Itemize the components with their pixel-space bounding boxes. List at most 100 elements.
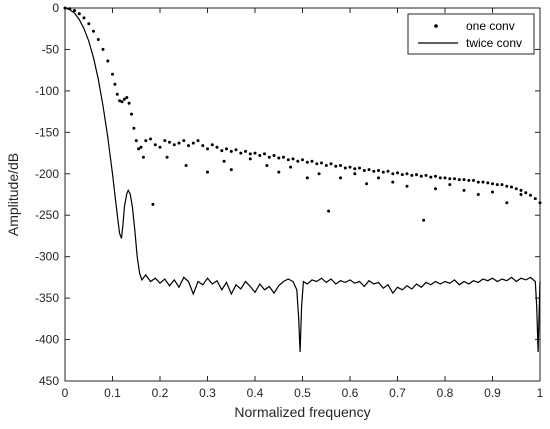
data-point-one-conv: [282, 155, 285, 159]
data-point-one-conv: [505, 184, 509, 188]
x-tick-label: 0.9: [484, 386, 501, 400]
data-point-one-conv: [139, 145, 143, 149]
data-point-one-conv: [538, 201, 542, 205]
data-point-one-conv: [106, 59, 110, 63]
data-point-one-conv: [391, 180, 395, 184]
data-point-one-conv: [301, 158, 304, 162]
data-point-one-conv: [137, 147, 141, 151]
data-point-one-conv: [467, 178, 471, 182]
data-point-one-conv: [358, 166, 361, 170]
data-point-one-conv: [472, 178, 475, 182]
data-point-one-conv: [486, 181, 490, 185]
y-tick-label: -300: [35, 250, 59, 264]
data-point-one-conv: [438, 176, 442, 180]
data-point-one-conv: [229, 149, 233, 153]
data-point-one-conv: [448, 177, 452, 181]
legend: one conv twice conv: [407, 13, 535, 55]
data-point-one-conv: [258, 154, 262, 157]
data-point-one-conv: [462, 178, 466, 182]
legend-label-one-conv: one conv: [466, 19, 515, 33]
data-point-one-conv: [132, 126, 136, 130]
data-point-one-conv: [229, 168, 233, 172]
data-point-one-conv: [172, 143, 176, 147]
data-point-one-conv: [524, 191, 528, 195]
data-point-one-conv: [422, 218, 426, 222]
data-point-one-conv: [462, 188, 466, 192]
x-tick-label: 0.1: [104, 386, 121, 400]
data-point-one-conv: [265, 164, 269, 167]
data-point-one-conv: [168, 140, 171, 144]
series-line-twice-conv: [64, 7, 541, 353]
data-point-one-conv: [405, 172, 409, 176]
data-point-one-conv: [317, 172, 321, 176]
legend-label-twice-conv: twice conv: [466, 36, 522, 50]
data-point-one-conv: [87, 22, 91, 26]
y-tick-label: -100: [35, 84, 59, 98]
data-point-one-conv: [215, 145, 219, 149]
data-point-one-conv: [127, 101, 131, 105]
data-point-one-conv: [73, 9, 76, 12]
y-tick-label: -350: [35, 291, 59, 305]
data-point-one-conv: [277, 156, 281, 160]
data-point-one-conv: [267, 155, 271, 159]
data-point-one-conv: [327, 209, 331, 213]
data-point-one-conv: [96, 38, 100, 41]
data-point-one-conv: [310, 159, 314, 163]
data-point-one-conv: [381, 170, 385, 174]
data-point-one-conv: [248, 157, 252, 161]
x-axis-title: Normalized frequency: [234, 404, 370, 420]
legend-box: [407, 13, 535, 55]
data-point-one-conv: [272, 154, 276, 157]
data-point-one-conv: [191, 141, 195, 145]
data-point-one-conv: [82, 16, 86, 20]
data-point-one-conv: [415, 173, 418, 177]
data-point-one-conv: [481, 180, 485, 184]
data-point-one-conv: [296, 159, 300, 163]
data-point-one-conv: [424, 173, 428, 177]
data-point-one-conv: [177, 141, 181, 145]
data-point-one-conv: [113, 82, 117, 86]
y-axis: 0 -50 -100 -150 -200 -250 -300 -350 -400 450: [35, 1, 540, 388]
data-point-one-conv: [111, 72, 114, 76]
x-axis: 0 0.1 0.2 0.3 0.4 0.5 0.6 0.7 0.8 0.9 1: [62, 8, 544, 400]
data-point-one-conv: [339, 176, 342, 180]
data-point-one-conv: [324, 164, 328, 167]
data-point-one-conv: [196, 139, 200, 143]
y-tick-label: -50: [42, 42, 60, 56]
data-point-one-conv: [443, 176, 447, 180]
data-point-one-conv: [210, 143, 214, 147]
x-tick-label: 0.8: [437, 386, 454, 400]
data-point-one-conv: [367, 168, 371, 172]
data-point-one-conv: [365, 182, 369, 186]
y-tick-label: -250: [35, 208, 59, 222]
data-point-one-conv: [510, 185, 513, 189]
x-tick-label: 0.6: [342, 386, 359, 400]
data-point-one-conv: [448, 183, 452, 187]
x-tick-label: 0: [62, 386, 69, 400]
y-tick-label: -400: [35, 333, 59, 347]
data-point-one-conv: [519, 188, 523, 192]
series-layer: [63, 6, 542, 353]
data-point-one-conv: [495, 183, 499, 187]
data-point-one-conv: [122, 97, 126, 101]
data-point-one-conv: [491, 182, 494, 186]
data-point-one-conv: [248, 152, 252, 156]
data-point-one-conv: [519, 193, 523, 196]
data-point-one-conv: [277, 170, 281, 174]
data-point-one-conv: [149, 137, 152, 141]
y-tick-label: 0: [52, 1, 59, 15]
data-point-one-conv: [315, 162, 319, 166]
data-point-one-conv: [348, 165, 352, 169]
data-point-one-conv: [130, 112, 133, 116]
data-point-one-conv: [400, 173, 404, 177]
data-point-one-conv: [419, 174, 423, 178]
data-point-one-conv: [182, 139, 186, 143]
data-point-one-conv: [101, 47, 105, 51]
data-point-one-conv: [125, 96, 129, 99]
data-point-one-conv: [434, 187, 437, 191]
data-point-one-conv: [291, 157, 295, 161]
data-point-one-conv: [286, 158, 290, 162]
data-point-one-conv: [184, 164, 188, 167]
legend-marker-one-conv: [434, 24, 438, 28]
data-point-one-conv: [353, 167, 357, 171]
